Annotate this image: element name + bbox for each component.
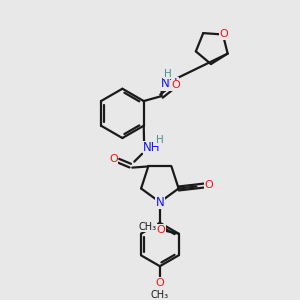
Text: O: O bbox=[157, 225, 165, 235]
Text: O: O bbox=[155, 278, 164, 288]
Text: NH: NH bbox=[161, 77, 178, 90]
Text: O: O bbox=[220, 29, 228, 40]
Text: O: O bbox=[205, 179, 214, 190]
Text: NH: NH bbox=[143, 141, 161, 154]
Text: H: H bbox=[164, 69, 172, 79]
Text: CH₃: CH₃ bbox=[138, 222, 156, 232]
Text: H: H bbox=[156, 135, 164, 145]
Text: O: O bbox=[109, 154, 118, 164]
Text: N: N bbox=[155, 196, 164, 208]
Text: CH₃: CH₃ bbox=[151, 290, 169, 300]
Text: O: O bbox=[171, 80, 180, 90]
